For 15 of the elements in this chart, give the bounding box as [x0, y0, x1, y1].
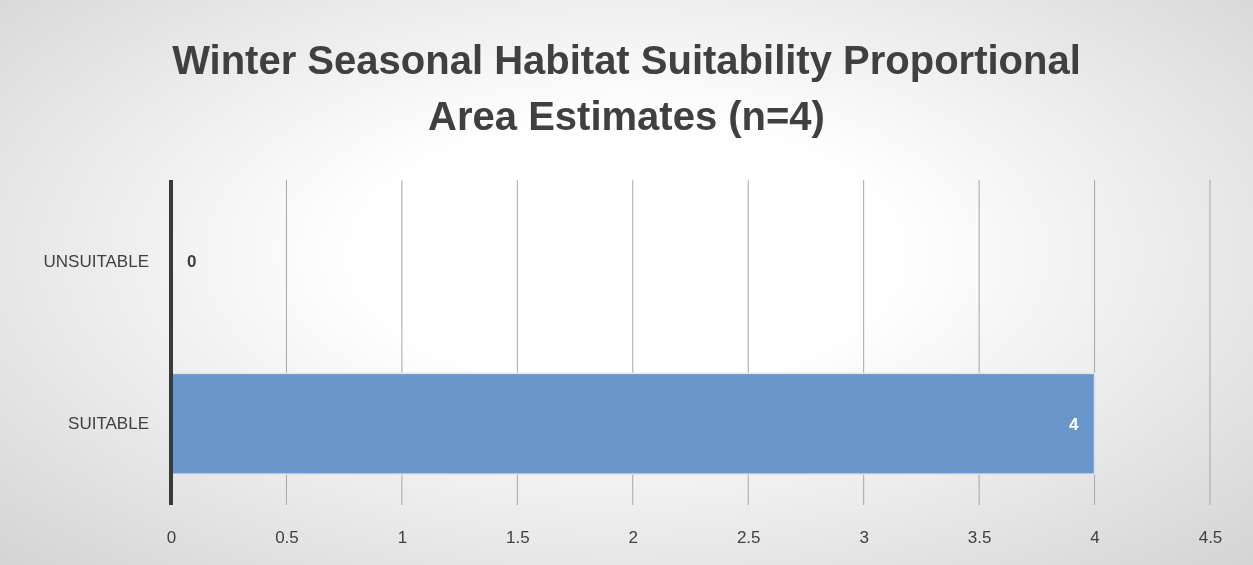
x-tick-label: 3.5 — [967, 528, 992, 548]
x-tick-label: 2 — [628, 528, 639, 548]
data-label: 0 — [187, 252, 197, 272]
x-tick-label: 2.5 — [736, 528, 761, 548]
data-label: 4 — [1069, 414, 1080, 434]
y-tick-label: UNSUITABLE — [43, 251, 149, 271]
x-tick-label: 0.5 — [275, 528, 299, 548]
x-tick-label: 4 — [1090, 528, 1100, 548]
x-tick-label: 3 — [859, 528, 869, 548]
y-tick-label: SUITABLE — [68, 414, 149, 434]
chart-title: Winter Seasonal Habitat Suitability Proportional Area Estimates (n=4) — [171, 37, 1082, 140]
x-tick-label: 1.5 — [506, 528, 530, 548]
x-tick-label: 4.5 — [1198, 528, 1223, 548]
x-tick-label: 0 — [166, 528, 177, 548]
x-tick-label: 1 — [397, 528, 408, 548]
